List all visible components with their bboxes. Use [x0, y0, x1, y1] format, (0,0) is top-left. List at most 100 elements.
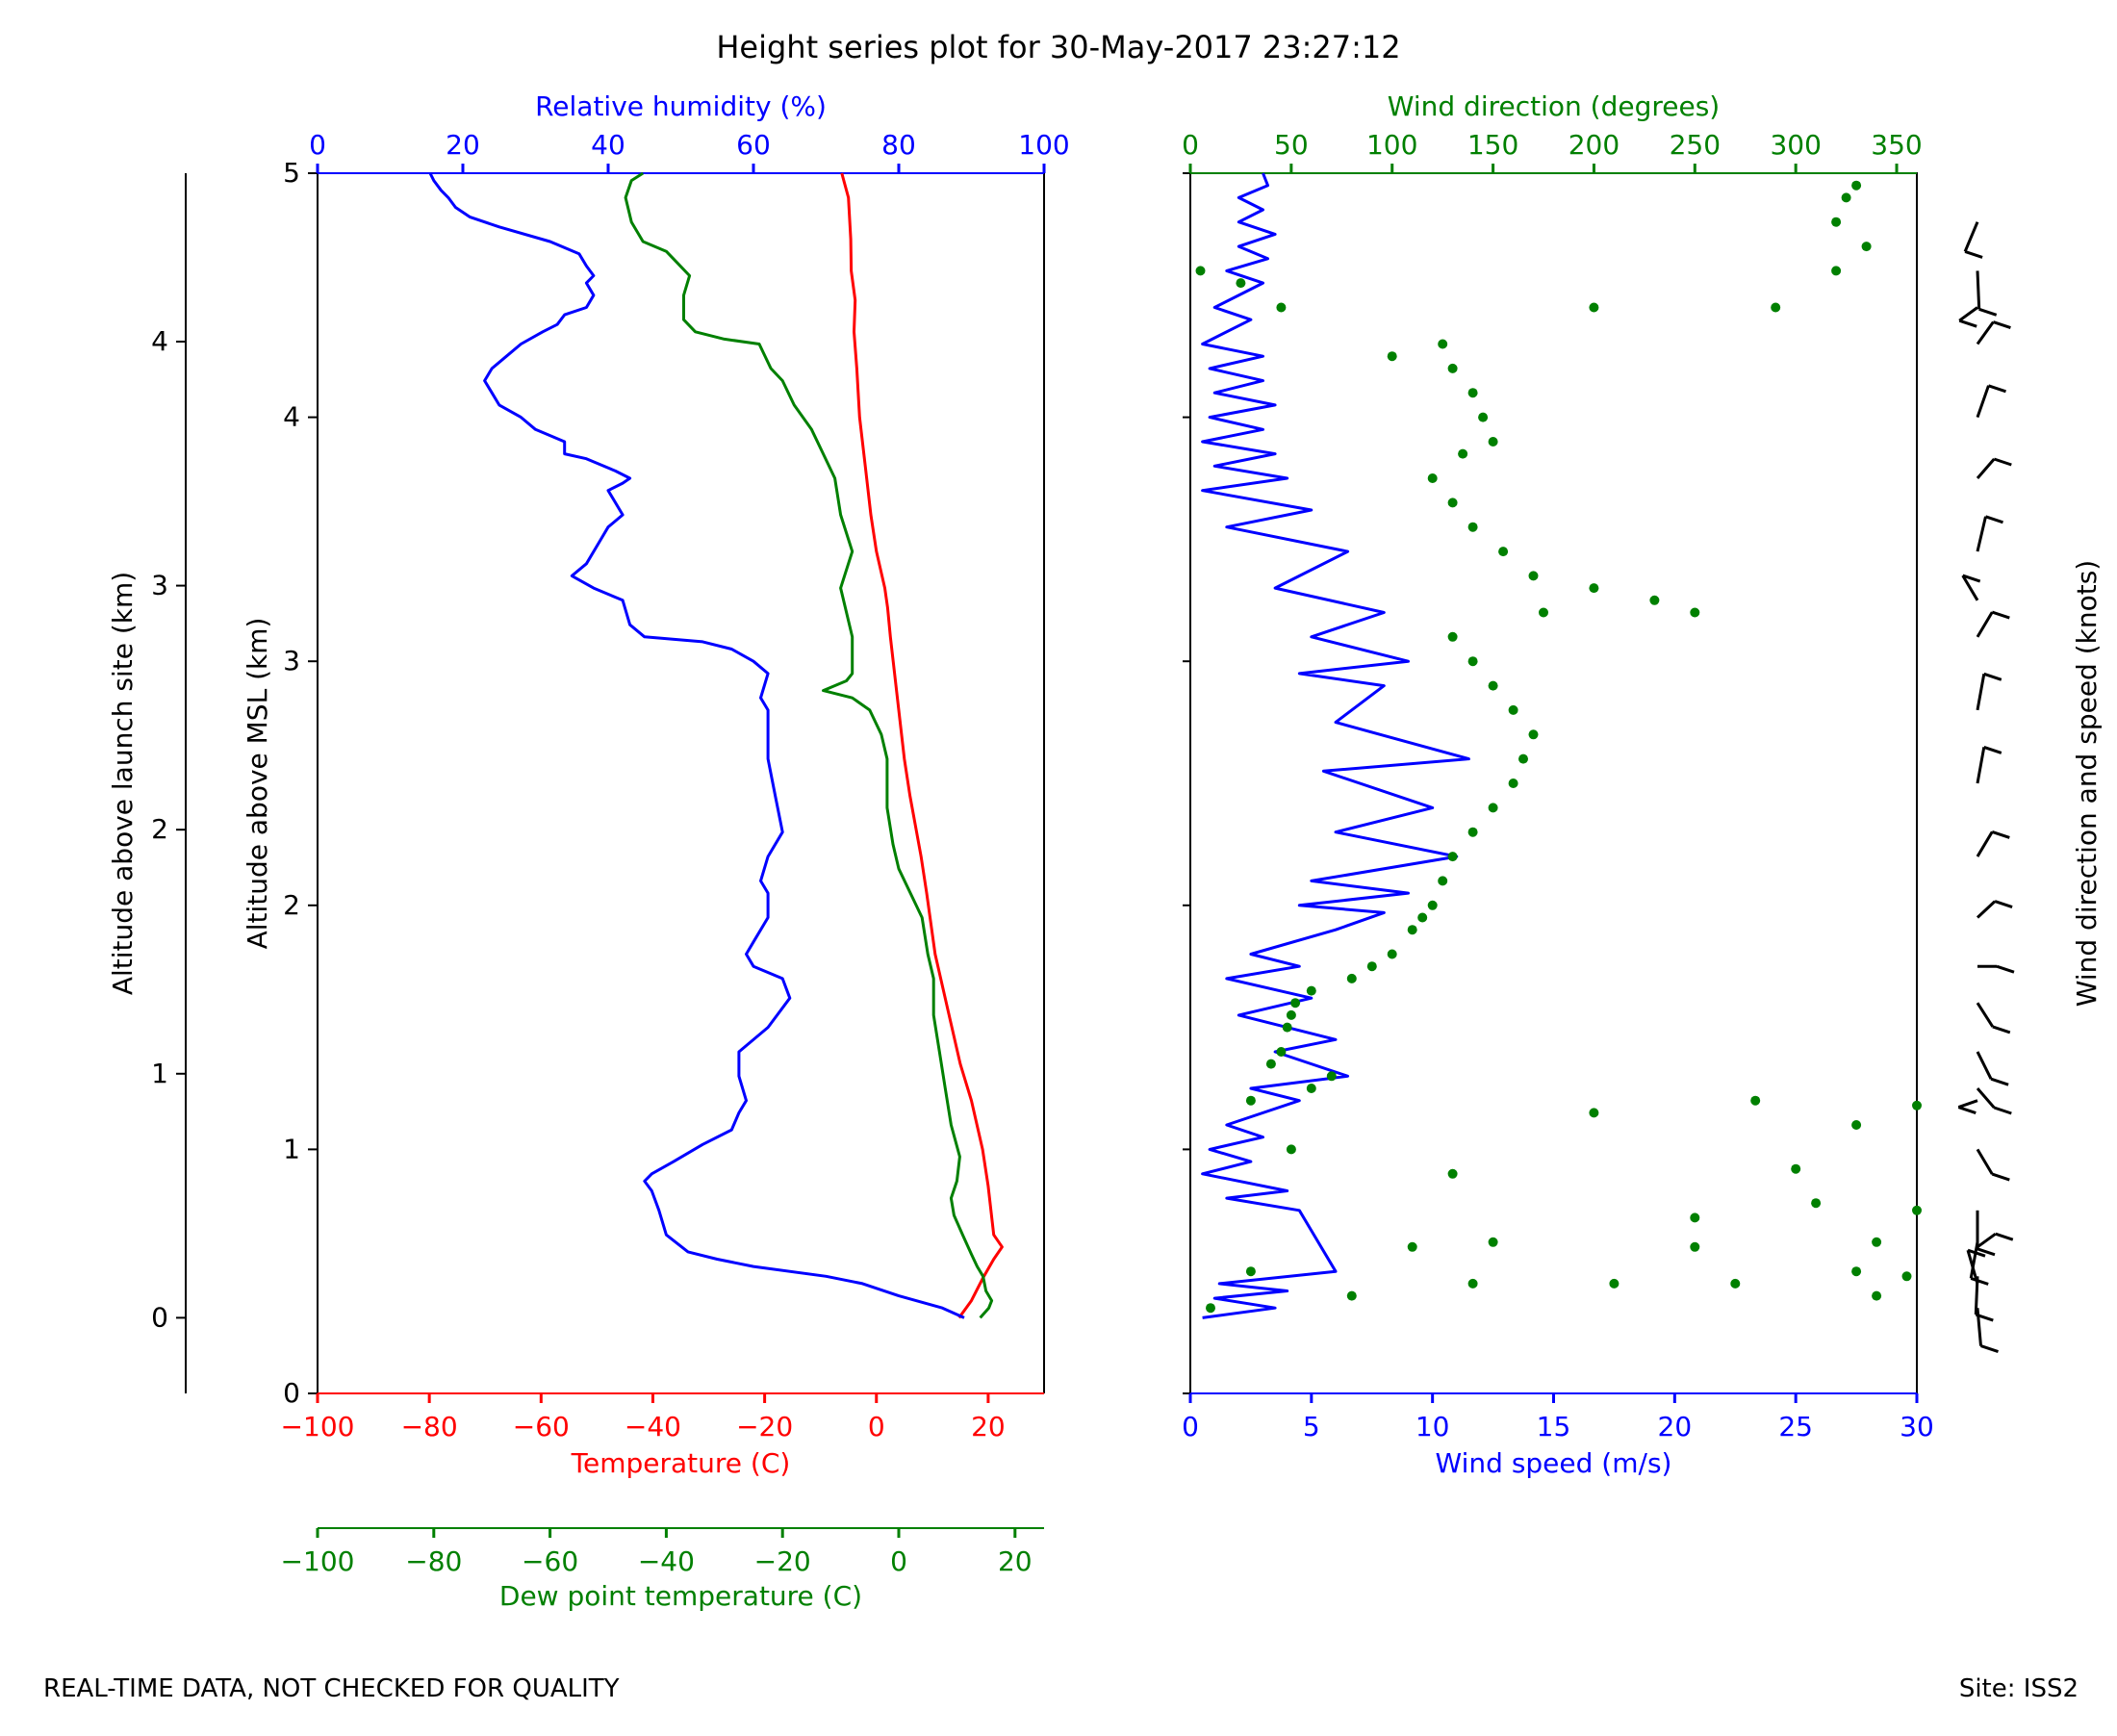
wind-barbs [1957, 221, 2015, 1354]
wind-direction-point [1518, 753, 1528, 764]
wind-direction-point [1427, 900, 1438, 910]
wind-barb [1977, 1232, 1997, 1249]
wind-direction-point [1282, 1022, 1292, 1033]
dewpoint-tick-label: −20 [754, 1545, 811, 1577]
temperature-tick-label: −100 [281, 1411, 355, 1442]
wind-barb [1976, 1002, 1995, 1028]
wind-direction-point [1791, 1163, 1801, 1174]
wind-barb-flag [1991, 1172, 2010, 1182]
wind-direction-point [1427, 473, 1438, 483]
wind-barb-flag [1978, 307, 1998, 317]
series-relative-humidity [428, 172, 965, 1319]
temperature-tick-label: −20 [736, 1411, 793, 1442]
wind-direction-point [1306, 985, 1316, 996]
wind-direction-point [1690, 607, 1700, 618]
msl-tick-label: 1 [283, 1133, 300, 1164]
direction-tick-label: 150 [1467, 129, 1518, 161]
wind-barb [1976, 385, 1990, 419]
direction-tick-label: 100 [1366, 129, 1417, 161]
wind-barb-flag [1958, 319, 1977, 328]
wind-barb [1976, 611, 1994, 638]
wind-direction-point [1851, 180, 1862, 191]
temperature-tick-label: 20 [971, 1411, 1006, 1442]
wind-barb [1974, 1276, 1979, 1315]
direction-axis-label: Wind direction (degrees) [1388, 90, 1720, 122]
wind-direction-point [1690, 1241, 1700, 1252]
wind-direction-point [1447, 852, 1458, 862]
wind-direction-point [1236, 278, 1246, 289]
humidity-axis-label: Relative humidity (%) [535, 90, 827, 122]
wind-barb-flag [1991, 610, 2010, 620]
series-dew-point-temperature [624, 171, 994, 1319]
wind-direction-point [1609, 1278, 1620, 1289]
wind-direction-point [1346, 1290, 1357, 1301]
series-temperature [840, 172, 1004, 1319]
speed-tick-label: 15 [1537, 1411, 1571, 1442]
wind-direction-point [1488, 437, 1498, 447]
speed-tick-label: 5 [1303, 1411, 1320, 1442]
wind-barb-flag [1996, 964, 2015, 974]
wind-direction-point [1286, 1009, 1296, 1020]
wind-direction-point [1912, 1100, 1922, 1111]
humidity-tick-label: 0 [309, 129, 326, 161]
wind-direction-point [1589, 1108, 1599, 1118]
wind-direction-point [1528, 571, 1539, 581]
barb-axis-label: Wind direction and speed (knots) [2071, 560, 2103, 1007]
wind-barb [1976, 516, 1987, 552]
speed-tick-label: 25 [1778, 1411, 1813, 1442]
direction-tick-label: 0 [1182, 129, 1199, 161]
wind-direction-point [1326, 1071, 1337, 1082]
wind-direction-point [1366, 961, 1377, 972]
wind-direction-point [1851, 1120, 1862, 1130]
wind-direction-point [1447, 631, 1458, 642]
wind-direction-point [1245, 1095, 1256, 1106]
wind-direction-point [1458, 448, 1468, 459]
direction-tick-label: 250 [1670, 129, 1721, 161]
humidity-tick-label: 40 [591, 129, 625, 161]
wind-direction-point [1467, 656, 1478, 667]
wind-barb-flag [1992, 320, 2011, 330]
humidity-tick-label: 60 [736, 129, 771, 161]
launch-axis-label: Altitude above launch site (km) [107, 572, 139, 995]
launch-tick-label: 3 [151, 570, 168, 601]
wind-direction-point [1528, 729, 1539, 740]
dewpoint-tick-label: −40 [638, 1545, 695, 1577]
wind-direction-point [1872, 1237, 1882, 1247]
dewpoint-axis-label: Dew point temperature (C) [499, 1580, 862, 1612]
humidity-tick-label: 80 [881, 129, 916, 161]
wind-barb-flag [1970, 1276, 1989, 1286]
wind-direction-point [1265, 1059, 1276, 1069]
quality-notice: REAL-TIME DATA, NOT CHECKED FOR QUALITY [43, 1674, 620, 1703]
wind-direction-point [1498, 547, 1509, 557]
wind-barb [1976, 320, 1995, 345]
temperature-tick-label: −60 [513, 1411, 570, 1442]
speed-tick-label: 10 [1416, 1411, 1450, 1442]
wind-direction-point [1447, 1168, 1458, 1179]
wind-direction-point [1387, 949, 1397, 959]
wind-barb [1976, 830, 1994, 857]
wind-barb [1976, 458, 1996, 479]
wind-direction-point [1417, 912, 1428, 923]
wind-direction-point [1872, 1290, 1882, 1301]
direction-tick-label: 50 [1274, 129, 1309, 161]
wind-barb-flag [1977, 1247, 1996, 1257]
wind-direction-point [1387, 351, 1397, 362]
dewpoint-tick-label: 20 [998, 1545, 1033, 1577]
wind-barb [1963, 221, 1979, 252]
wind-barb-flag [1964, 249, 1983, 259]
temperature-tick-label: −40 [625, 1411, 681, 1442]
launch-tick-label: 2 [151, 813, 168, 845]
wind-direction-point [1811, 1198, 1822, 1209]
wind-direction-point [1245, 1266, 1256, 1277]
wind-barb-flag [1962, 574, 1981, 583]
msl-tick-label: 3 [283, 645, 300, 677]
direction-tick-label: 300 [1770, 129, 1821, 161]
wind-barb [1976, 747, 1986, 784]
wind-speed-line [1201, 172, 1470, 1319]
wind-barb [1976, 1308, 1982, 1346]
msl-tick-label: 2 [283, 889, 300, 921]
speed-tick-label: 30 [1900, 1411, 1934, 1442]
wind-barb-flag [1992, 1025, 2011, 1034]
